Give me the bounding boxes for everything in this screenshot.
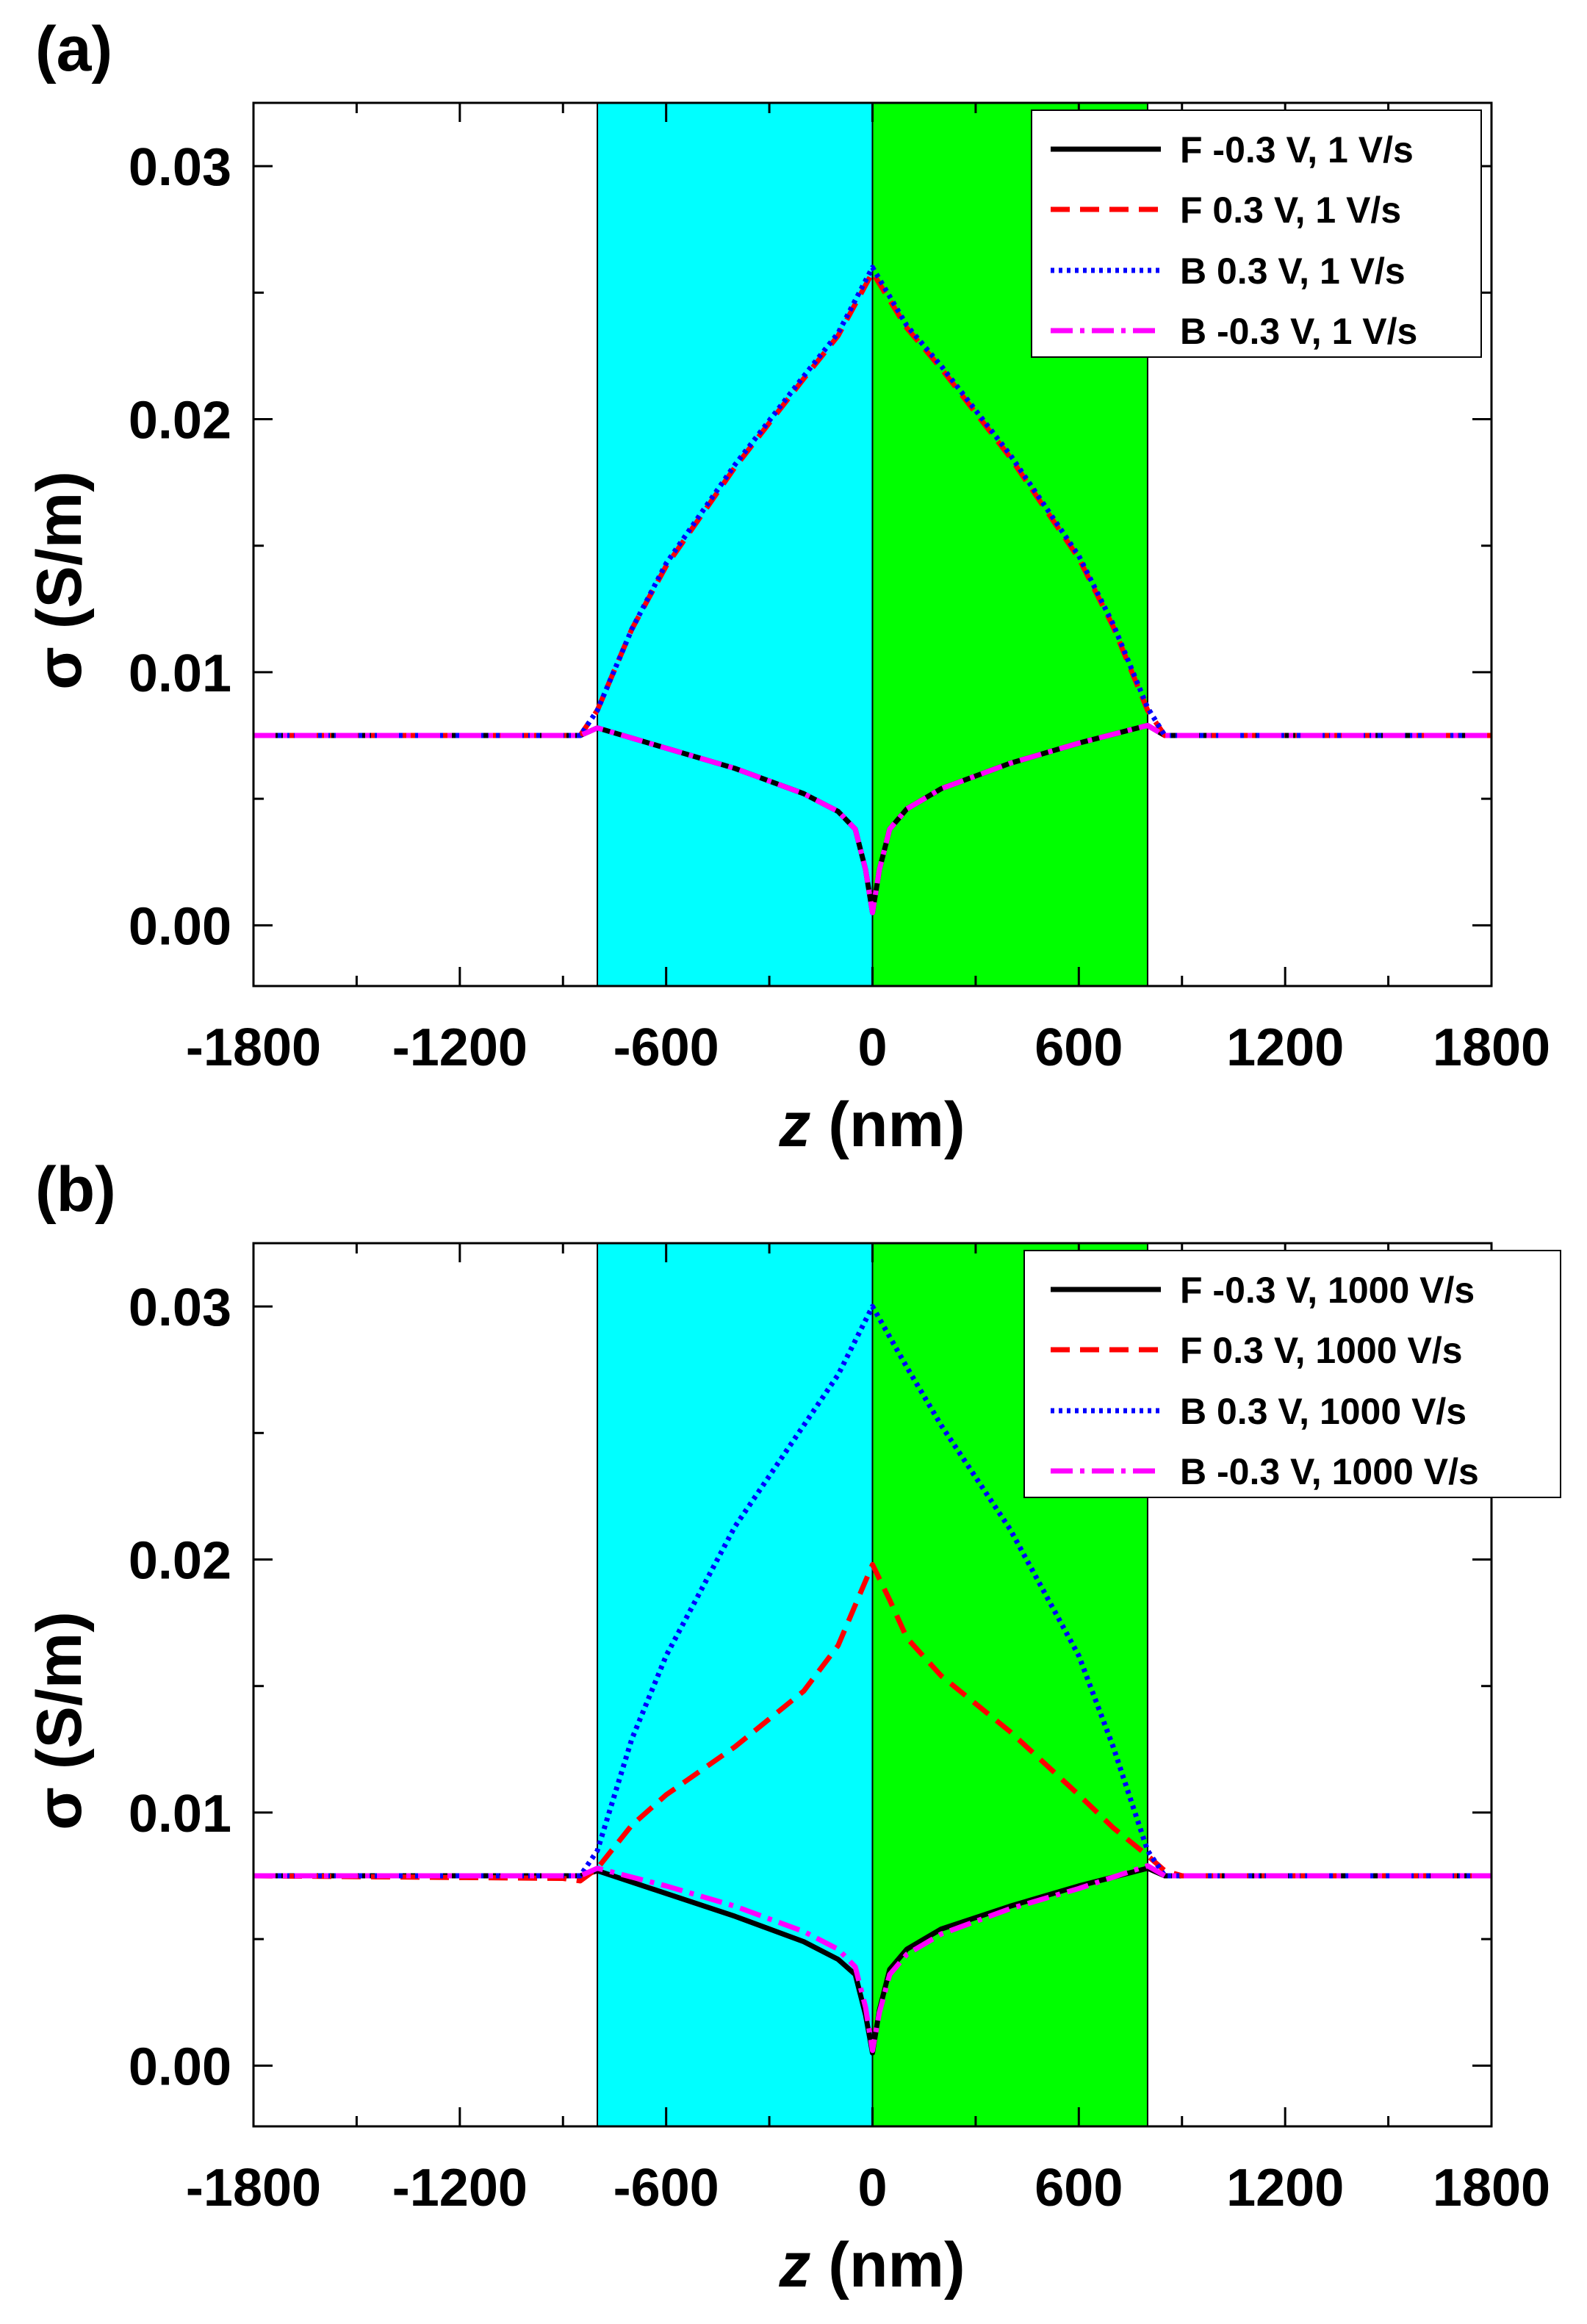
x-tick-label-a-4: 600 [1034, 1018, 1123, 1077]
x-tick-label-b-0: -1800 [186, 2159, 321, 2217]
y-axis-title-a: σ (S/m) [24, 471, 95, 690]
y-tick-label-a-1: 0.01 [129, 644, 231, 703]
x-tick-label-a-1: -1200 [392, 1018, 528, 1077]
panel-label-a: (a) [35, 14, 112, 84]
series-line-b-1 [253, 1561, 1491, 1884]
panel-label-b: (b) [35, 1154, 116, 1225]
plot-area-a: -1800 -1200 -600 0 600 1200 1800 0.00 0.01 0.02 0.… [129, 101, 1550, 1077]
y-tick-label-b-1: 0.01 [129, 1785, 231, 1843]
legend-label-a-1: F 0.3 V, 1 V/s [1180, 190, 1401, 231]
legend-b: F -0.3 V, 1000 V/s F 0.3 V, 1000 V/s B 0… [1023, 1250, 1561, 1498]
x-tick-label-a-0: -1800 [186, 1018, 321, 1077]
x-axis-title-b: z (nm) [778, 2230, 965, 2300]
series-line-b-3 [253, 1863, 1491, 2054]
x-tick-label-b-5: 1200 [1226, 2159, 1344, 2217]
panel-a: -1800 -1200 -600 0 600 1200 1800 0.00 0.01 0.02 0.… [24, 14, 1550, 1160]
shaded-region-b-0 [597, 1242, 874, 2127]
series-line-a-3 [253, 722, 1491, 915]
plot-area-b: -1800 -1200 -600 0 600 1200 1800 0.00 0.01 0.02 0.… [129, 1242, 1550, 2217]
legend-label-a-2: B 0.3 V, 1 V/s [1180, 251, 1406, 292]
series-line-b-2 [253, 1303, 1491, 1879]
x-tick-label-a-5: 1200 [1226, 1018, 1344, 1077]
x-tick-label-a-2: -600 [613, 1018, 719, 1077]
x-tick-label-a-3: 0 [857, 1018, 887, 1077]
shaded-region-a-0 [597, 102, 874, 987]
x-tick-label-b-6: 1800 [1433, 2159, 1550, 2217]
series-line-a-1 [253, 270, 1491, 738]
x-tick-label-a-6: 1800 [1433, 1018, 1550, 1077]
x-tick-label-b-3: 0 [857, 2159, 887, 2217]
y-tick-label-b-3: 0.03 [129, 1278, 231, 1337]
x-tick-label-b-1: -1200 [392, 2159, 528, 2217]
legend-label-b-3: B -0.3 V, 1000 V/s [1180, 1451, 1479, 1492]
y-tick-label-b-0: 0.00 [129, 2037, 231, 2096]
y-tick-label-a-0: 0.00 [129, 897, 231, 956]
legend-label-b-0: F -0.3 V, 1000 V/s [1180, 1270, 1475, 1311]
legend-label-b-1: F 0.3 V, 1000 V/s [1180, 1330, 1463, 1371]
y-tick-label-a-3: 0.03 [129, 138, 231, 197]
y-tick-label-b-2: 0.02 [129, 1532, 231, 1591]
series-line-a-2 [253, 265, 1491, 738]
legend-a: F -0.3 V, 1 V/s F 0.3 V, 1 V/s B 0.3 V, … [1031, 109, 1482, 358]
y-tick-label-a-2: 0.02 [129, 392, 231, 450]
legend-label-a-3: B -0.3 V, 1 V/s [1180, 311, 1417, 352]
x-tick-label-b-4: 600 [1034, 2159, 1123, 2217]
legend-label-b-2: B 0.3 V, 1000 V/s [1180, 1391, 1467, 1432]
y-axis-title-b: σ (S/m) [24, 1611, 95, 1830]
panel-b: -1800 -1200 -600 0 600 1200 1800 0.00 0.01 0.02 0.… [24, 1154, 1561, 2300]
x-axis-title-a: z (nm) [778, 1090, 965, 1160]
x-tick-label-b-2: -600 [613, 2159, 719, 2217]
legend-label-a-0: F -0.3 V, 1 V/s [1180, 129, 1414, 170]
